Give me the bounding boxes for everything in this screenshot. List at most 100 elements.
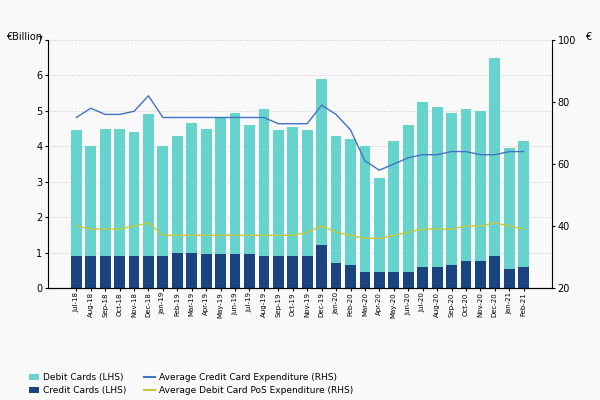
Average Debit Card PoS Expenditure (RHS) — [174, 233, 181, 238]
Bar — [490, 58, 500, 256]
Average Credit Card Expenditure (RHS) — [130, 109, 137, 114]
Bar — [128, 132, 139, 256]
Average Credit Card Expenditure (RHS) — [87, 106, 94, 110]
Average Credit Card Expenditure (RHS) — [116, 112, 123, 117]
Average Debit Card PoS Expenditure (RHS) — [318, 224, 325, 228]
Text: €: € — [585, 32, 591, 42]
Average Debit Card PoS Expenditure (RHS) — [361, 236, 368, 241]
Bar — [403, 125, 413, 272]
Bar — [388, 141, 399, 272]
Average Credit Card Expenditure (RHS) — [463, 149, 470, 154]
Average Credit Card Expenditure (RHS) — [289, 121, 296, 126]
Average Debit Card PoS Expenditure (RHS) — [433, 227, 440, 232]
Bar — [230, 113, 241, 254]
Bar — [345, 265, 356, 288]
Bar — [331, 263, 341, 288]
Bar — [157, 256, 169, 288]
Average Debit Card PoS Expenditure (RHS) — [332, 230, 340, 234]
Average Credit Card Expenditure (RHS) — [232, 115, 239, 120]
Bar — [518, 141, 529, 267]
Bar — [417, 267, 428, 288]
Bar — [201, 128, 212, 254]
Average Credit Card Expenditure (RHS) — [376, 168, 383, 173]
Bar — [417, 102, 428, 267]
Average Credit Card Expenditure (RHS) — [448, 149, 455, 154]
Average Debit Card PoS Expenditure (RHS) — [217, 233, 224, 238]
Bar — [85, 256, 96, 288]
Average Debit Card PoS Expenditure (RHS) — [390, 233, 397, 238]
Bar — [259, 109, 269, 256]
Average Credit Card Expenditure (RHS) — [217, 115, 224, 120]
Bar — [475, 262, 486, 288]
Bar — [446, 113, 457, 265]
Average Credit Card Expenditure (RHS) — [260, 115, 268, 120]
Average Credit Card Expenditure (RHS) — [404, 155, 412, 160]
Bar — [273, 130, 284, 256]
Average Debit Card PoS Expenditure (RHS) — [347, 233, 354, 238]
Bar — [114, 256, 125, 288]
Average Debit Card PoS Expenditure (RHS) — [232, 233, 239, 238]
Average Credit Card Expenditure (RHS) — [101, 112, 109, 117]
Average Debit Card PoS Expenditure (RHS) — [101, 227, 109, 232]
Average Credit Card Expenditure (RHS) — [318, 103, 325, 108]
Bar — [287, 127, 298, 256]
Bar — [359, 272, 370, 288]
Bar — [187, 252, 197, 288]
Bar — [388, 272, 399, 288]
Bar — [331, 136, 341, 263]
Bar — [431, 107, 443, 267]
Average Credit Card Expenditure (RHS) — [506, 149, 513, 154]
Bar — [461, 109, 472, 262]
Bar — [201, 254, 212, 288]
Bar — [100, 256, 110, 288]
Bar — [172, 252, 183, 288]
Bar — [230, 254, 241, 288]
Average Debit Card PoS Expenditure (RHS) — [448, 227, 455, 232]
Bar — [143, 114, 154, 256]
Bar — [374, 178, 385, 272]
Average Debit Card PoS Expenditure (RHS) — [506, 224, 513, 228]
Bar — [302, 256, 313, 288]
Bar — [114, 128, 125, 256]
Average Credit Card Expenditure (RHS) — [174, 115, 181, 120]
Bar — [244, 254, 255, 288]
Bar — [85, 146, 96, 256]
Text: €Billion: €Billion — [6, 32, 42, 42]
Bar — [446, 265, 457, 288]
Bar — [403, 272, 413, 288]
Average Credit Card Expenditure (RHS) — [491, 152, 499, 157]
Average Debit Card PoS Expenditure (RHS) — [87, 227, 94, 232]
Bar — [518, 267, 529, 288]
Average Debit Card PoS Expenditure (RHS) — [376, 236, 383, 241]
Average Debit Card PoS Expenditure (RHS) — [304, 230, 311, 234]
Bar — [475, 111, 486, 262]
Bar — [71, 256, 82, 288]
Bar — [215, 254, 226, 288]
Average Credit Card Expenditure (RHS) — [203, 115, 210, 120]
Average Debit Card PoS Expenditure (RHS) — [463, 224, 470, 228]
Bar — [273, 256, 284, 288]
Bar — [100, 128, 110, 256]
Average Credit Card Expenditure (RHS) — [73, 115, 80, 120]
Line: Average Debit Card PoS Expenditure (RHS): Average Debit Card PoS Expenditure (RHS) — [76, 223, 524, 238]
Average Credit Card Expenditure (RHS) — [160, 115, 167, 120]
Bar — [187, 123, 197, 252]
Average Credit Card Expenditure (RHS) — [275, 121, 282, 126]
Average Credit Card Expenditure (RHS) — [145, 93, 152, 98]
Average Debit Card PoS Expenditure (RHS) — [130, 224, 137, 228]
Average Debit Card PoS Expenditure (RHS) — [145, 220, 152, 225]
Average Credit Card Expenditure (RHS) — [477, 152, 484, 157]
Bar — [374, 272, 385, 288]
Average Debit Card PoS Expenditure (RHS) — [404, 230, 412, 234]
Bar — [287, 256, 298, 288]
Average Debit Card PoS Expenditure (RHS) — [203, 233, 210, 238]
Average Debit Card PoS Expenditure (RHS) — [160, 233, 167, 238]
Bar — [345, 139, 356, 265]
Bar — [316, 246, 327, 288]
Bar — [359, 146, 370, 272]
Average Debit Card PoS Expenditure (RHS) — [477, 224, 484, 228]
Line: Average Credit Card Expenditure (RHS): Average Credit Card Expenditure (RHS) — [76, 96, 524, 170]
Bar — [143, 256, 154, 288]
Average Credit Card Expenditure (RHS) — [246, 115, 253, 120]
Average Debit Card PoS Expenditure (RHS) — [188, 233, 196, 238]
